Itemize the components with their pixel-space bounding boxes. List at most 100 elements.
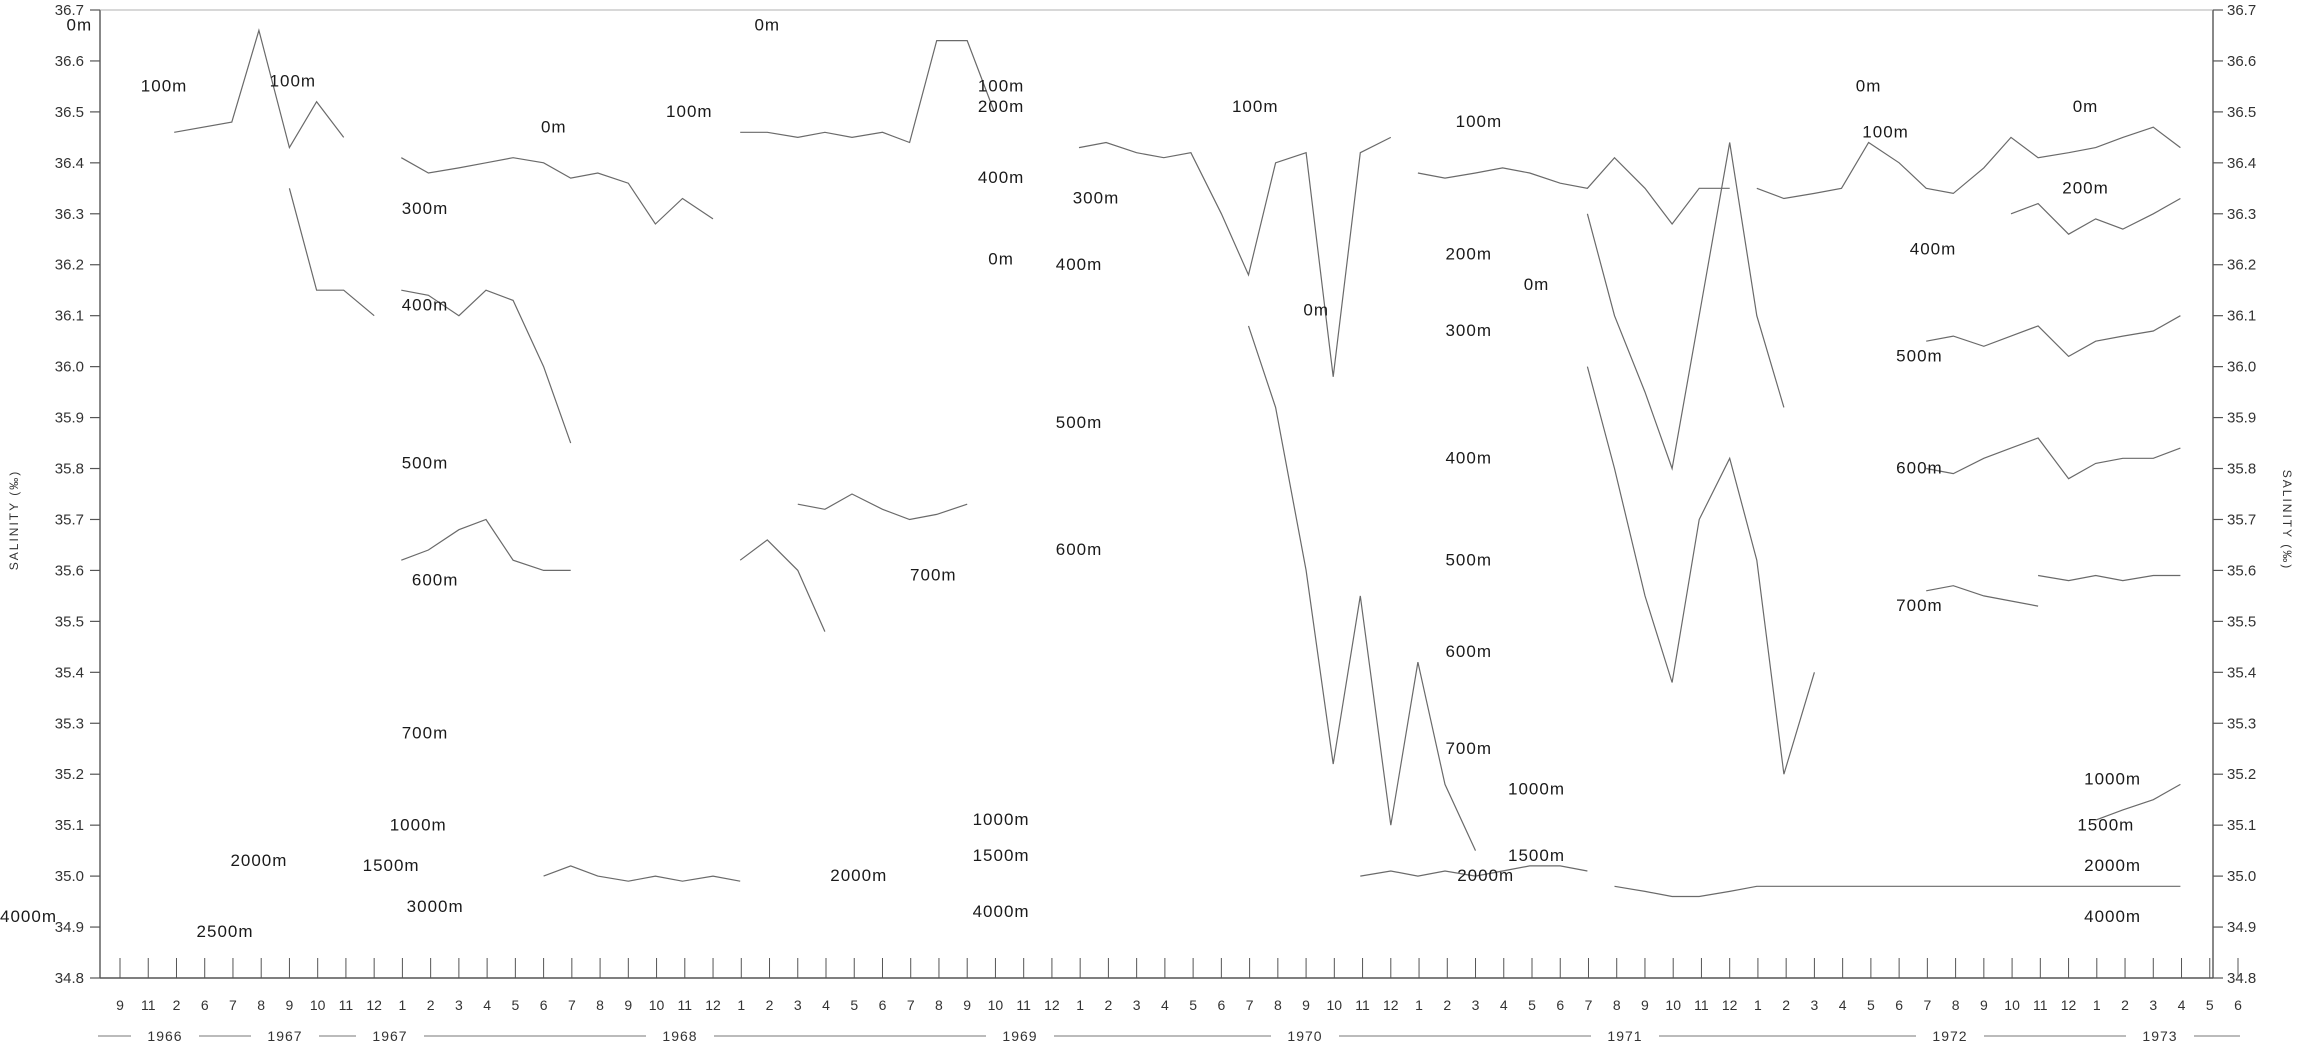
x-tick-label: 7: [1923, 997, 1931, 1013]
y-tick-label-left: 34.8: [55, 970, 84, 987]
y-tick-label-left: 36.1: [55, 308, 84, 325]
y-tick-label-right: 35.9: [2227, 410, 2256, 427]
y-axis-title-left: SALINITY (‰): [7, 470, 21, 570]
y-tick-label-left: 35.6: [55, 562, 84, 579]
x-tick-label: 6: [540, 997, 548, 1013]
x-tick-label: 4: [822, 997, 830, 1013]
depth-label: 500m: [402, 454, 449, 473]
depth-label: 400m: [402, 296, 449, 315]
x-tick-label: 10: [1665, 997, 1681, 1013]
x-tick-label: 3: [1472, 997, 1480, 1013]
year-label: 1972: [1932, 1028, 1967, 1042]
x-tick-label: 9: [624, 997, 632, 1013]
salinity-series-line: [1926, 585, 2039, 607]
y-tick-label-right: 36.7: [2227, 2, 2256, 19]
x-tick-label: 9: [116, 997, 124, 1013]
salinity-series-line: [740, 39, 995, 144]
salinity-series-line: [1586, 142, 1785, 471]
y-tick-label-left: 35.2: [55, 766, 84, 783]
year-label: 1967: [267, 1028, 302, 1042]
year-label-bg: [2126, 1026, 2194, 1042]
y-axis-title-right: SALINITY (‰): [2280, 470, 2294, 570]
x-tick-label: 1: [399, 997, 407, 1013]
y-tick-label-right: 36.1: [2227, 308, 2256, 325]
y-tick-label-left: 36.4: [55, 155, 84, 172]
x-tick-label: 7: [907, 997, 915, 1013]
depth-label: 500m: [1056, 413, 1103, 432]
year-label: 1971: [1607, 1028, 1642, 1042]
x-tick-label: 12: [705, 997, 721, 1013]
x-tick-label: 10: [988, 997, 1004, 1013]
y-tick-label-left: 35.0: [55, 868, 84, 885]
x-tick-label: 10: [649, 997, 665, 1013]
depth-label: 300m: [1073, 189, 1120, 208]
y-tick-label-left: 34.9: [55, 919, 84, 936]
x-tick-label: 8: [596, 997, 604, 1013]
salinity-series-line: [1926, 315, 2181, 358]
x-tick-label: 2: [766, 997, 774, 1013]
x-tick-label: 8: [257, 997, 265, 1013]
depth-label: 1000m: [2084, 769, 2141, 788]
depth-label: 1500m: [1508, 846, 1565, 865]
x-tick-label: 1: [1076, 997, 1084, 1013]
y-tick-label-right: 34.9: [2227, 919, 2256, 936]
x-tick-label: 11: [2033, 997, 2048, 1013]
x-tick-label: 9: [963, 997, 971, 1013]
depth-label: 300m: [402, 199, 449, 218]
y-tick-label-left: 36.2: [55, 257, 84, 274]
x-tick-label: 6: [1217, 997, 1225, 1013]
y-tick-label-right: 35.4: [2227, 664, 2256, 681]
x-tick-label: 7: [1585, 997, 1593, 1013]
x-tick-label: 3: [1133, 997, 1141, 1013]
y-tick-label-left: 35.8: [55, 461, 84, 478]
depth-label: 4000m: [0, 907, 57, 926]
x-tick-label: 11: [1016, 997, 1031, 1013]
y-tick-label-right: 35.6: [2227, 562, 2256, 579]
salinity-series-line: [2010, 197, 2181, 235]
year-label-bg: [1591, 1026, 1659, 1042]
y-tick-label-left: 35.7: [55, 511, 84, 528]
x-tick-label: 2: [1105, 997, 1113, 1013]
y-tick-label-left: 35.5: [55, 613, 84, 630]
year-label-bg: [251, 1026, 319, 1042]
y-tick-label-left: 36.6: [55, 53, 84, 70]
depth-label: 600m: [1056, 540, 1103, 559]
year-label-bg: [131, 1026, 199, 1042]
depth-label: 2000m: [230, 851, 287, 870]
depth-label: 0m: [67, 15, 93, 34]
x-tick-label: 5: [511, 997, 519, 1013]
x-tick-label: 6: [1556, 997, 1564, 1013]
x-axis-months: 9 11 2 6 7 8 9 10 11 12 1 2 3 4 5 6 7 8 9 10 11 12 1 2 3 4 5 6 7 8 9 10…: [116, 958, 2242, 1013]
depth-label: 500m: [1896, 347, 1943, 366]
salinity-series-line: [401, 157, 714, 225]
x-tick-label: 6: [1895, 997, 1903, 1013]
salinity-series-line: [2038, 574, 2181, 582]
x-tick-label: 4: [483, 997, 491, 1013]
depth-label: 100m: [1862, 122, 1909, 141]
y-tick-label-right: 35.8: [2227, 461, 2256, 478]
x-tick-label: 12: [1044, 997, 1060, 1013]
x-tick-label: 9: [1641, 997, 1649, 1013]
depth-label: 600m: [1896, 459, 1943, 478]
depth-label: 0m: [754, 15, 780, 34]
y-tick-label-left: 36.7: [55, 2, 84, 19]
depth-label: 0m: [1524, 275, 1550, 294]
depth-label: 100m: [1232, 97, 1279, 116]
x-tick-label: 7: [1246, 997, 1254, 1013]
y-tick-label-right: 36.4: [2227, 155, 2256, 172]
x-tick-label: 10: [1327, 997, 1343, 1013]
x-tick-label: 9: [1980, 997, 1988, 1013]
x-tick-label: 11: [1694, 997, 1709, 1013]
depth-label: 1000m: [973, 810, 1030, 829]
x-tick-label: 4: [2178, 997, 2186, 1013]
y-tick-label-right: 36.5: [2227, 104, 2256, 121]
y-tick-label-left: 36.3: [55, 206, 84, 223]
depth-label: 0m: [988, 250, 1014, 269]
x-tick-label: 11: [1355, 997, 1370, 1013]
depth-label: 2000m: [1457, 866, 1514, 885]
x-tick-label: 3: [2149, 997, 2157, 1013]
depth-label: 0m: [541, 117, 567, 136]
x-tick-label: 3: [794, 997, 802, 1013]
salinity-traces: [174, 28, 2181, 898]
depth-label: 700m: [1896, 596, 1943, 615]
